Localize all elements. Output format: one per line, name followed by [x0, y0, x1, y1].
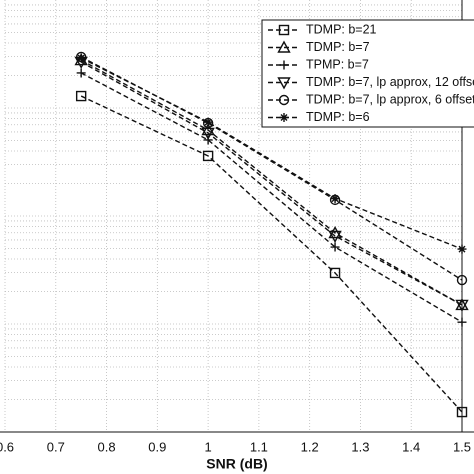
marker-part [76, 68, 86, 78]
x-tick-label: 1.4 [402, 439, 420, 454]
marker [278, 94, 290, 106]
marker-part [328, 226, 342, 239]
marker-part [202, 150, 214, 162]
x-tick-label: 1.1 [250, 439, 268, 454]
series-line [80, 72, 463, 323]
marker-part [279, 113, 289, 122]
marker [279, 60, 289, 70]
x-tick-label: 1.2 [301, 439, 319, 454]
series-line [80, 61, 463, 306]
marker [76, 53, 86, 63]
x-tick-label: 0.9 [148, 439, 166, 454]
x-tick-label: 1 [204, 439, 211, 454]
series-line [80, 57, 463, 250]
marker-part [203, 117, 213, 127]
marker [278, 24, 290, 36]
marker [203, 135, 213, 145]
x-axis-label: SNR (dB) [206, 456, 267, 472]
marker-part [329, 267, 341, 279]
marker [330, 242, 340, 252]
marker [75, 90, 87, 102]
series-line [80, 56, 463, 281]
marker [76, 68, 86, 78]
x-tick-label: 1.5 [453, 439, 471, 454]
series-line [80, 59, 463, 306]
marker [456, 406, 468, 418]
marker-part [201, 123, 215, 136]
legend-box [261, 19, 474, 128]
marker [203, 117, 213, 127]
marker [457, 244, 467, 254]
legend-label: TDMP: b=21 [306, 22, 377, 36]
legend-label: TPMP: b=7 [306, 57, 369, 71]
marker [201, 127, 215, 140]
marker-part [457, 317, 467, 327]
marker [329, 267, 341, 279]
legend-label: TDMP: b=7, lp approx, 6 offsets [306, 92, 474, 106]
x-tick-label: 0.6 [0, 439, 14, 454]
marker-part [456, 274, 468, 286]
marker [277, 40, 291, 53]
marker [201, 123, 215, 136]
marker-part [76, 53, 86, 63]
marker [277, 77, 291, 90]
legend-label: TDMP: b=7, lp approx, 12 offsets [306, 75, 474, 89]
x-tick-label: 1.3 [351, 439, 369, 454]
legend-label: TDMP: b=6 [306, 110, 370, 124]
series-line [80, 95, 463, 413]
marker-part [457, 244, 467, 254]
marker [202, 150, 214, 162]
marker [456, 274, 468, 286]
marker-part [455, 299, 469, 312]
marker-part [203, 135, 213, 145]
marker [330, 194, 340, 204]
marker [328, 226, 342, 239]
marker-part [278, 94, 290, 106]
marker-part [330, 194, 340, 204]
marker-part [330, 242, 340, 252]
marker-part [277, 40, 291, 53]
marker-part [456, 406, 468, 418]
marker-part [279, 60, 289, 70]
marker-part [328, 230, 342, 243]
marker [457, 317, 467, 327]
x-tick-label: 0.8 [98, 439, 116, 454]
legend-label: TDMP: b=7 [306, 40, 370, 54]
marker-part [75, 90, 87, 102]
marker-part [278, 24, 290, 36]
marker-part [277, 77, 291, 90]
marker [328, 230, 342, 243]
marker-part [201, 127, 215, 140]
marker [455, 299, 469, 312]
x-tick-label: 0.7 [47, 439, 65, 454]
marker [279, 113, 289, 122]
